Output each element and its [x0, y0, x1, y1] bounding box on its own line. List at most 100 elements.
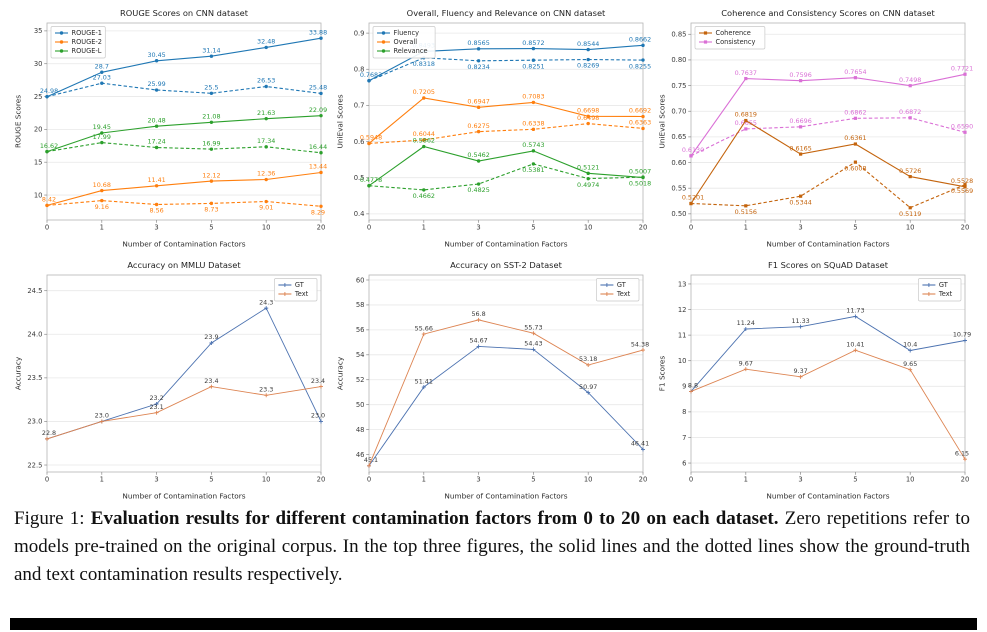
point-label: 0.7498	[899, 76, 921, 84]
legend-label: ROUGE-1	[72, 29, 102, 37]
series-gt-line	[368, 345, 644, 467]
y-tick-label: 10	[678, 357, 687, 365]
legend-marker	[59, 40, 64, 44]
y-tick-label: 0.8	[354, 66, 365, 74]
point-label: 46.41	[631, 440, 649, 448]
x-tick-label: 10	[262, 476, 271, 484]
y-tick-label: 0.55	[671, 184, 686, 192]
point-label: 0.6872	[899, 108, 921, 116]
series-consistency-gt-point	[853, 76, 857, 80]
legend-label: Text	[616, 290, 631, 298]
series-text-point	[476, 317, 481, 322]
series-rouge-l-text-point	[45, 149, 49, 154]
y-tick-label: 22.5	[27, 461, 42, 469]
chart-accuracy-sst2: 46 48 50 52 54 56 58 60 0 1 3 5 10 20 Number of Contam…	[334, 258, 652, 502]
x-tick-label: 10	[906, 224, 915, 232]
y-tick-label: 58	[356, 301, 365, 309]
point-label: 55.73	[524, 323, 542, 331]
point-label: 22.09	[309, 106, 327, 114]
plot-border	[368, 274, 644, 473]
point-label: 33.88	[309, 28, 327, 36]
point-label: 0.6275	[467, 122, 489, 130]
y-axis-label: Accuracy	[14, 356, 23, 390]
point-label: 0.8251	[522, 62, 544, 70]
point-label: 0.6130	[682, 146, 704, 154]
plot-border	[690, 274, 966, 473]
point-label: 0.7721	[951, 64, 973, 72]
point-label: 0.6698	[577, 107, 599, 115]
series-coherence-gt-point	[963, 185, 967, 189]
series-rouge-2-text-point	[45, 203, 49, 208]
legend-label: Text	[294, 290, 309, 298]
point-label: 54.67	[469, 337, 487, 345]
series-consistency-gt-point	[799, 79, 803, 83]
series-overall-gt-point	[422, 96, 426, 100]
legend-label: ROUGE-L	[72, 47, 102, 55]
legend-label: ROUGE-2	[72, 38, 102, 46]
y-tick-label: 50	[356, 401, 365, 409]
x-tick-label: 1	[100, 476, 104, 484]
y-tick-label: 11	[678, 331, 687, 339]
series-text-point	[209, 384, 214, 389]
series-fluency-gt-point	[531, 46, 536, 51]
chart-rouge-cnn: 10 15 20 25 30 35 0 1 3 5 10 20 Number of Contaminat…	[12, 6, 330, 250]
series-rouge-2-text-point	[100, 198, 104, 203]
point-label: 0.4662	[413, 192, 435, 200]
table-top-rule	[10, 618, 977, 630]
series-relevance-text-point	[531, 162, 536, 166]
point-label: 0.8318	[413, 60, 435, 68]
series-coherence-text-point	[689, 201, 693, 206]
y-tick-label: 23.0	[27, 418, 42, 426]
y-tick-label: 30	[34, 60, 43, 68]
point-label: 53.18	[579, 355, 597, 363]
point-label: 23.0	[311, 412, 325, 420]
x-tick-label: 20	[961, 224, 970, 232]
x-tick-label: 5	[531, 476, 535, 484]
point-label: 24.3	[259, 298, 273, 306]
y-tick-label: 0.80	[671, 56, 686, 64]
x-axis-label: Number of Contamination Factors	[766, 492, 889, 501]
point-label: 0.8234	[467, 63, 489, 71]
y-tick-label: 0.6	[354, 138, 365, 146]
series-gt-point	[531, 347, 536, 352]
series-text-point	[963, 457, 967, 462]
point-label: 32.48	[257, 38, 275, 46]
chart-title: ROUGE Scores on CNN dataset	[120, 8, 249, 18]
series-rouge-2-gt-point	[100, 188, 104, 193]
point-label: 0.4778	[360, 176, 382, 184]
series-fluency-text-point	[531, 58, 536, 62]
x-tick-label: 20	[639, 224, 648, 232]
y-tick-label: 24.5	[27, 287, 42, 295]
point-label: 23.9	[204, 333, 218, 341]
series-rouge-1-text-point	[264, 84, 268, 89]
x-tick-label: 5	[531, 224, 535, 232]
series-overall-gt-point	[586, 114, 590, 119]
y-tick-label: 20	[34, 126, 43, 134]
series-rouge-2-text-line	[46, 200, 322, 207]
point-label: 17.99	[93, 133, 111, 141]
series-consistency-gt-point	[744, 76, 748, 81]
series-text-point	[853, 348, 858, 353]
x-tick-label: 5	[853, 476, 857, 484]
point-label: 8.73	[204, 206, 218, 214]
legend-label: Relevance	[394, 47, 428, 55]
series-fluency-text-point	[641, 58, 645, 62]
series-gt-point	[908, 348, 913, 353]
x-axis-label: Number of Contamination Factors	[766, 240, 889, 249]
legend-marker	[703, 31, 708, 35]
series-relevance-gt-point	[422, 144, 426, 149]
caption-bold-title: Evaluation results for different contami…	[90, 508, 779, 529]
x-tick-label: 5	[209, 476, 213, 484]
legend-label: Text	[938, 290, 953, 298]
x-tick-label: 5	[853, 224, 857, 232]
point-label: 23.1	[149, 403, 163, 411]
series-rouge-2-text-point	[209, 201, 214, 206]
series-rouge-l-gt-point	[264, 116, 268, 121]
chart-f1-squad: 6 7 8 9 10 11 12 13 0 1 3 5 10 20 Number of Contaminat…	[656, 258, 974, 502]
series-fluency-text-point	[586, 57, 590, 62]
point-label: 0.6338	[522, 120, 544, 128]
series-gt-line	[690, 315, 966, 392]
series-rouge-1-gt-point	[319, 36, 323, 40]
